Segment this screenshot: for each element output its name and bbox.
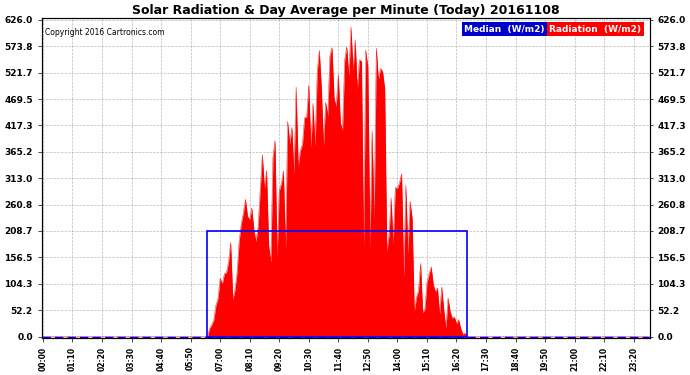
Text: Median  (W/m2): Median (W/m2) <box>464 25 544 34</box>
Text: Copyright 2016 Cartronics.com: Copyright 2016 Cartronics.com <box>45 28 164 37</box>
Bar <box>208 231 467 336</box>
Text: Radiation  (W/m2): Radiation (W/m2) <box>549 25 641 34</box>
Title: Solar Radiation & Day Average per Minute (Today) 20161108: Solar Radiation & Day Average per Minute… <box>132 4 560 17</box>
